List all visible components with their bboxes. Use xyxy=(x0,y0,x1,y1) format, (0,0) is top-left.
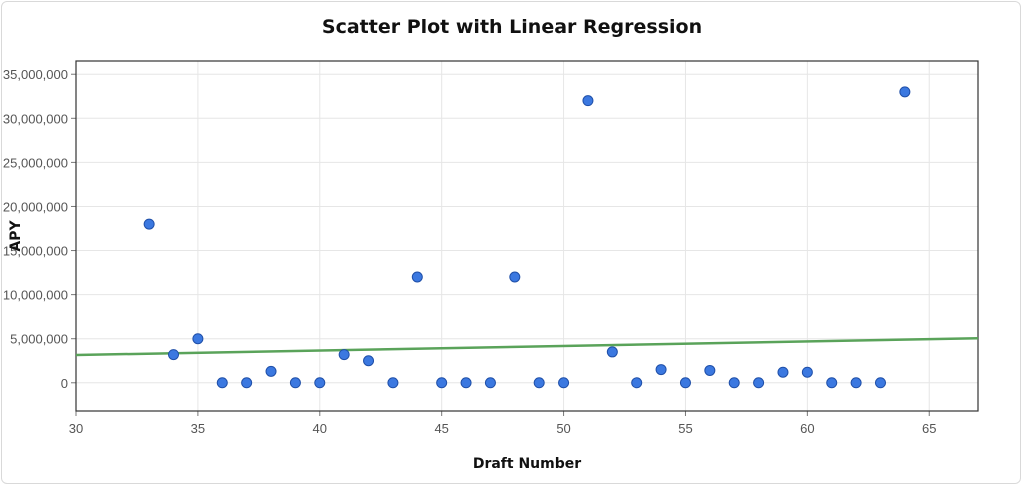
x-tick-label: 55 xyxy=(678,421,692,436)
data-point xyxy=(289,377,301,389)
x-tick-label: 45 xyxy=(434,421,448,436)
y-tick-label: 25,000,000 xyxy=(3,155,68,170)
x-axis-label: Draft Number xyxy=(473,456,581,472)
data-point xyxy=(704,364,716,376)
data-point xyxy=(314,377,326,389)
tick-labels: 30 35 40 45 50 55 60 65 0 5,000,000 10,000,000 15,0… xyxy=(3,67,937,436)
data-point xyxy=(436,377,448,389)
y-tick-label: 20,000,000 xyxy=(3,199,68,214)
grid-lines xyxy=(75,61,978,411)
data-points xyxy=(143,86,911,389)
data-point xyxy=(850,377,862,389)
y-tick-label: 30,000,000 xyxy=(3,111,68,126)
data-point xyxy=(460,377,472,389)
data-point xyxy=(484,377,496,389)
x-tick-label: 50 xyxy=(556,421,570,436)
data-point xyxy=(582,95,594,107)
data-point xyxy=(777,366,789,378)
y-tick-label: 35,000,000 xyxy=(3,67,68,82)
data-point xyxy=(241,377,253,389)
x-tick-label: 40 xyxy=(313,421,327,436)
data-point xyxy=(679,377,691,389)
data-point xyxy=(728,377,740,389)
data-point xyxy=(801,366,813,378)
data-point xyxy=(168,349,180,361)
data-point xyxy=(631,377,643,389)
chart-title: Scatter Plot with Linear Regression xyxy=(321,16,703,38)
data-point xyxy=(363,355,375,367)
y-tick-label: 10,000,000 xyxy=(3,288,68,303)
data-point xyxy=(606,346,618,358)
data-point xyxy=(533,377,545,389)
data-point xyxy=(411,271,423,283)
data-point xyxy=(509,271,521,283)
data-point xyxy=(874,377,886,389)
x-tick-label: 60 xyxy=(800,421,814,436)
data-point xyxy=(753,377,765,389)
data-point xyxy=(143,218,155,230)
data-point xyxy=(899,86,911,98)
y-tick-label: 5,000,000 xyxy=(10,332,68,347)
data-point xyxy=(265,365,277,377)
data-point xyxy=(826,377,838,389)
x-tick-label: 35 xyxy=(191,421,205,436)
regression-line xyxy=(75,337,979,357)
y-axis-label: APY xyxy=(8,220,24,252)
plot-area xyxy=(76,61,978,411)
y-tick-label: 0 xyxy=(61,376,68,391)
data-point xyxy=(387,377,399,389)
plot-border xyxy=(75,60,979,412)
axes xyxy=(71,60,979,416)
data-point xyxy=(655,364,667,376)
data-point xyxy=(192,333,204,345)
y-tick-label: 15,000,000 xyxy=(3,244,68,259)
x-tick-label: 30 xyxy=(69,421,83,436)
x-tick-label: 65 xyxy=(922,421,936,436)
data-point xyxy=(558,377,570,389)
data-point xyxy=(338,349,350,361)
data-point xyxy=(216,377,228,389)
